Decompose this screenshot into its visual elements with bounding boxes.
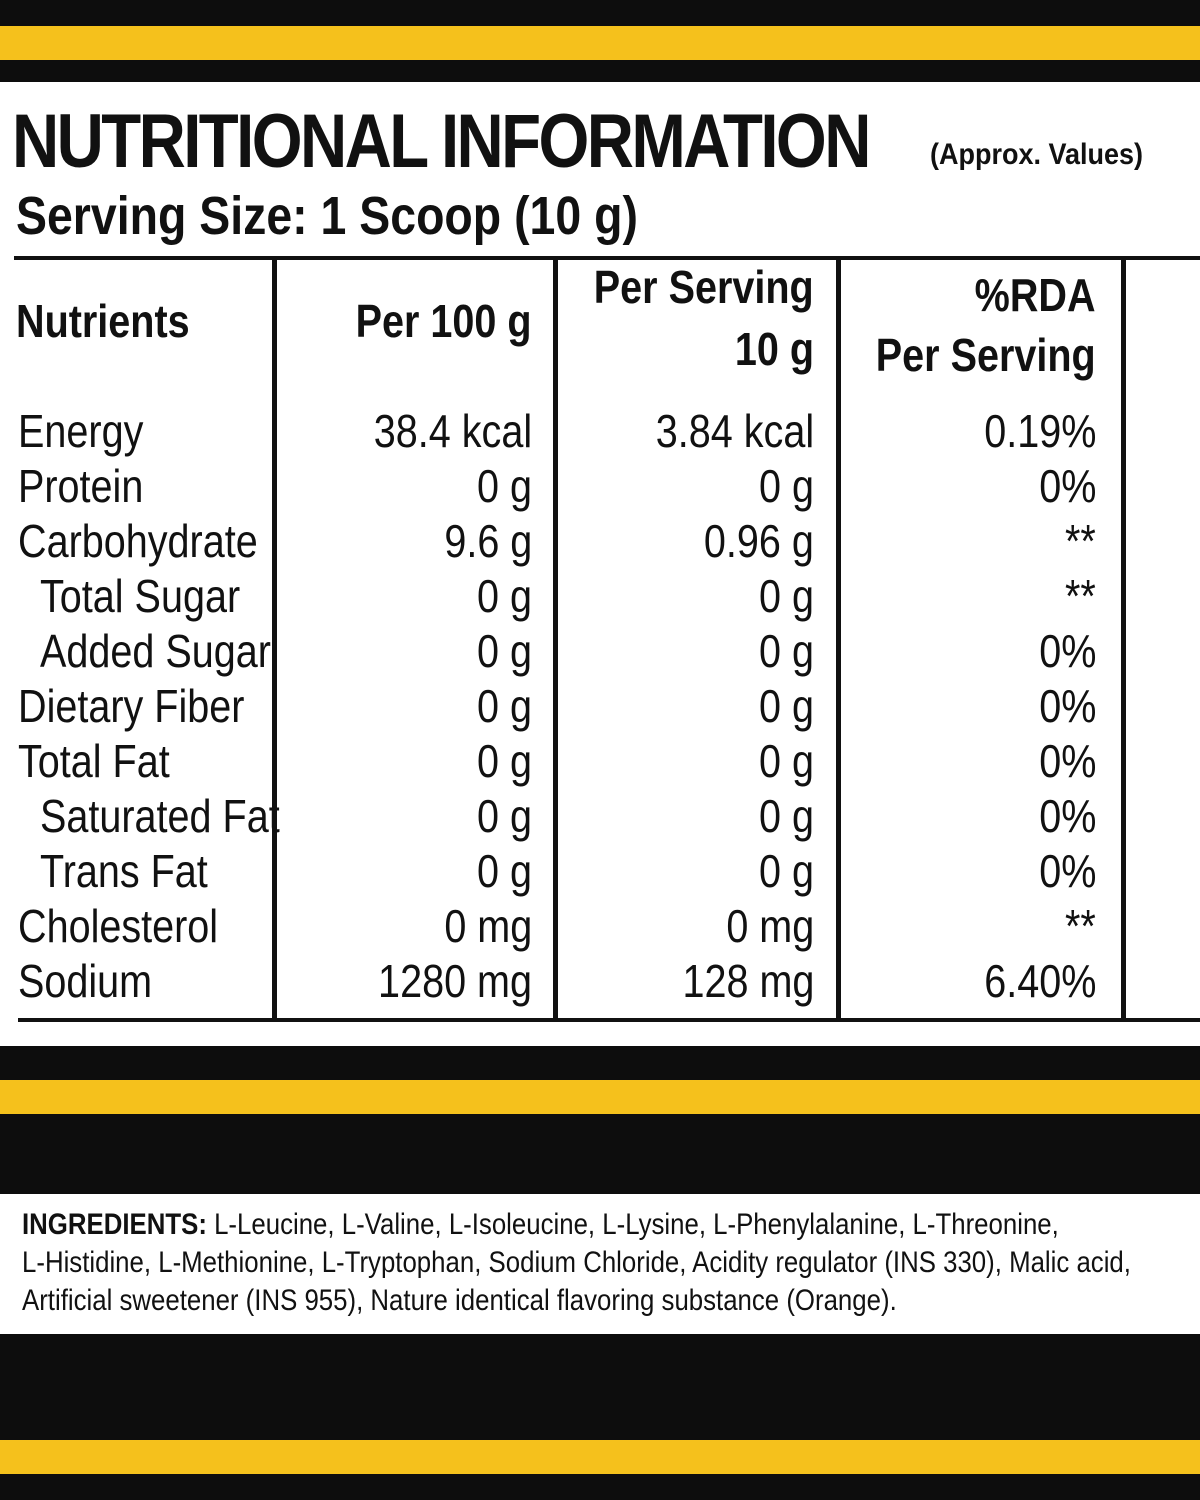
ingredients-line-1: INGREDIENTS: L-Leucine, L-Valine, L-Isol… — [22, 1206, 1059, 1244]
value-per-100g: 1280 mg — [378, 955, 532, 1007]
value-per-serving: 0 g — [759, 735, 814, 787]
value-per-100g: 0 mg — [444, 900, 532, 952]
header-nutrients: Nutrients — [16, 295, 190, 347]
table-bottom-rule — [18, 1018, 1200, 1022]
value-per-100g: 0 g — [477, 790, 532, 842]
value-rda: 0% — [1038, 680, 1096, 732]
page-title: NUTRITIONAL INFORMATION — [12, 99, 871, 184]
value-rda: 0% — [1038, 625, 1096, 677]
nutrient-name: Carbohydrate — [18, 515, 258, 567]
bottom-black-band — [0, 1334, 1200, 1440]
nutrient-name: Dietary Fiber — [18, 680, 245, 732]
header-rda: %RDA — [975, 269, 1096, 321]
value-rda: 0% — [1038, 460, 1096, 512]
table-row: Energy 38.4 kcal 3.84 kcal 0.19% — [0, 404, 1200, 459]
value-rda: 0% — [1038, 790, 1096, 842]
value-per-serving: 0 g — [759, 680, 814, 732]
header-per-100g: Per 100 g — [356, 295, 532, 347]
value-rda: 0% — [1038, 735, 1096, 787]
nutrient-name: Energy — [18, 405, 144, 457]
nutrient-name: Sodium — [18, 955, 153, 1007]
middle-yellow-band — [0, 1080, 1200, 1114]
bottom-yellow-band — [0, 1440, 1200, 1474]
header-per-serving-size: 10 g — [734, 323, 814, 375]
value-per-serving: 0 g — [759, 845, 814, 897]
value-per-100g: 0 g — [477, 845, 532, 897]
column-divider-3 — [836, 260, 841, 1020]
value-per-serving: 0 g — [759, 460, 814, 512]
value-per-100g: 38.4 kcal — [373, 405, 532, 457]
ingredients-block: INGREDIENTS: L-Leucine, L-Valine, L-Isol… — [22, 1206, 1192, 1320]
table-row: Added Sugar 0 g 0 g 0% — [0, 624, 1200, 679]
table-row: Total Fat 0 g 0 g 0% — [0, 734, 1200, 789]
title-row: NUTRITIONAL INFORMATION — [12, 102, 1008, 182]
table-row: Carbohydrate 9.6 g 0.96 g ** — [0, 514, 1200, 569]
value-rda: 0.19% — [983, 405, 1096, 457]
approx-values-note: (Approx. Values) — [930, 138, 1144, 171]
value-per-serving: 0 mg — [726, 900, 814, 952]
nutrient-name: Total Sugar — [40, 570, 241, 622]
nutrient-name: Cholesterol — [18, 900, 219, 952]
nutrient-name: Trans Fat — [40, 845, 208, 897]
value-per-100g: 9.6 g — [444, 515, 532, 567]
middle-black-band — [0, 1046, 1200, 1080]
value-per-serving: 0 g — [759, 570, 814, 622]
value-rda: ** — [1065, 515, 1096, 567]
table-row: Dietary Fiber 0 g 0 g 0% — [0, 679, 1200, 734]
table-row: Protein 0 g 0 g 0% — [0, 459, 1200, 514]
value-rda: 6.40% — [983, 955, 1096, 1007]
table-row: Saturated Fat 0 g 0 g 0% — [0, 789, 1200, 844]
value-rda: ** — [1065, 900, 1096, 952]
value-per-100g: 0 g — [477, 570, 532, 622]
value-per-serving: 3.84 kcal — [655, 405, 814, 457]
value-per-100g: 0 g — [477, 735, 532, 787]
value-per-serving: 128 mg — [682, 955, 814, 1007]
top-black-band-2 — [0, 60, 1200, 82]
top-yellow-band — [0, 26, 1200, 60]
column-divider-1 — [272, 260, 277, 1020]
value-per-100g: 0 g — [477, 680, 532, 732]
table-row: Trans Fat 0 g 0 g 0% — [0, 844, 1200, 899]
top-black-band — [0, 0, 1200, 26]
ingredients-line-3: Artificial sweetener (INS 955), Nature i… — [22, 1284, 897, 1317]
value-per-serving: 0 g — [759, 790, 814, 842]
table-top-rule — [14, 256, 1200, 260]
table-row: Cholesterol 0 mg 0 mg ** — [0, 899, 1200, 954]
value-per-serving: 0.96 g — [704, 515, 814, 567]
value-per-100g: 0 g — [477, 460, 532, 512]
nutrient-name: Protein — [18, 460, 144, 512]
serving-size: Serving Size: 1 Scoop (10 g) — [16, 186, 638, 246]
ingredients-label: INGREDIENTS: — [22, 1208, 207, 1241]
header-rda-per-serving: Per Serving — [876, 329, 1096, 381]
column-divider-4 — [1121, 260, 1126, 1020]
nutrient-name: Added Sugar — [40, 625, 271, 677]
table-row: Total Sugar 0 g 0 g ** — [0, 569, 1200, 624]
nutrient-name: Saturated Fat — [40, 790, 280, 842]
nutrient-name: Total Fat — [18, 735, 170, 787]
ingredients-line-2: L-Histidine, L-Methionine, L-Tryptophan,… — [22, 1246, 1131, 1279]
header-per-serving: Per Serving — [594, 261, 814, 313]
ingredients-text-1: L-Leucine, L-Valine, L-Isoleucine, L-Lys… — [206, 1208, 1059, 1241]
value-rda: ** — [1065, 570, 1096, 622]
column-divider-2 — [553, 260, 558, 1020]
bottom-black-band-2 — [0, 1474, 1200, 1500]
value-per-serving: 0 g — [759, 625, 814, 677]
value-per-100g: 0 g — [477, 625, 532, 677]
table-row: Sodium 1280 mg 128 mg 6.40% — [0, 954, 1200, 1009]
value-rda: 0% — [1038, 845, 1096, 897]
middle-black-band-2 — [0, 1114, 1200, 1194]
